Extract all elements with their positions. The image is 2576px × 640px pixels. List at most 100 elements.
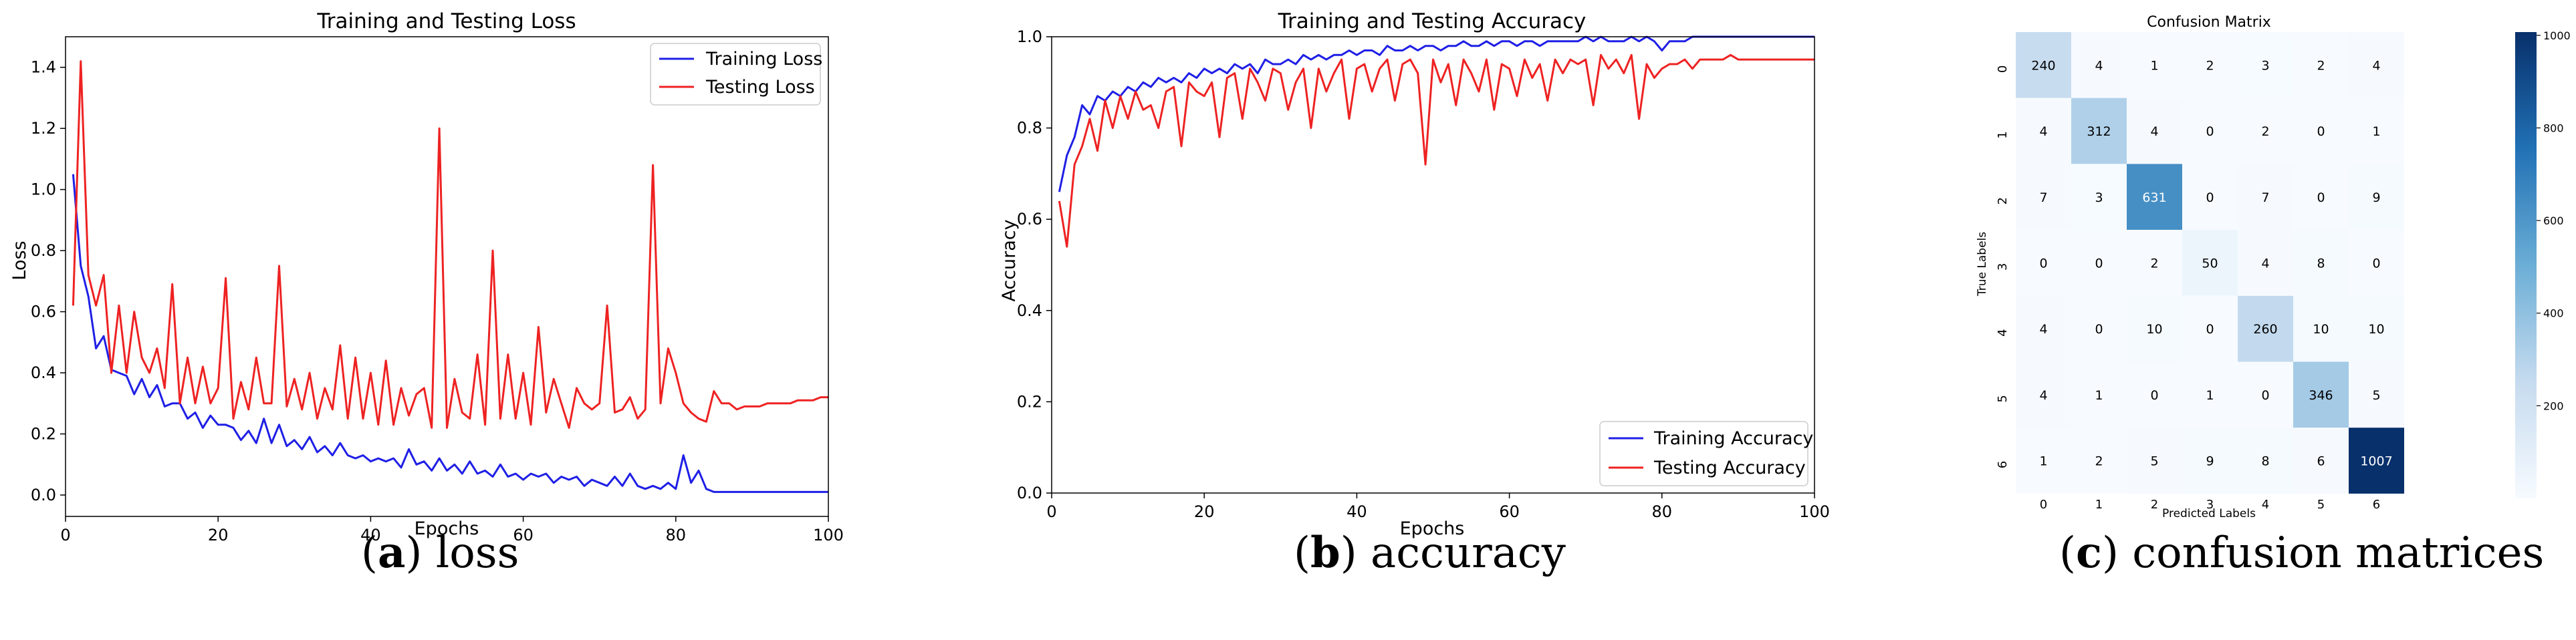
cm-cell-value: 4	[2261, 256, 2269, 271]
colorbar-tick-label: 1000	[2543, 29, 2571, 42]
loss-series-line-testing	[72, 60, 828, 429]
loss-chart: Training and Testing Loss Epochs Loss 0 2…	[9, 9, 844, 544]
caption-c-text: confusion matrices	[2118, 528, 2545, 578]
cm-cell-value: 4	[2150, 124, 2158, 139]
cm-cell	[2182, 32, 2238, 98]
cm-cell-value: 2	[2261, 124, 2269, 139]
accuracy-y-tick-label: 0.2	[1017, 392, 1042, 411]
cm-cell	[2293, 98, 2349, 164]
caption-a-text: loss	[422, 528, 519, 578]
cm-cell	[2293, 32, 2349, 98]
cm-cell-value: 10	[2368, 322, 2384, 337]
cm-cell-value: 0	[2206, 124, 2214, 139]
cm-cell-value: 240	[2031, 58, 2055, 73]
cm-cell-value: 0	[2206, 322, 2214, 337]
cm-cell-value: 8	[2261, 454, 2269, 469]
accuracy-x-tick-label: 60	[1499, 502, 1520, 521]
cm-cell	[2238, 164, 2293, 230]
accuracy-x-tick-label: 80	[1652, 502, 1673, 521]
accuracy-y-tick-label: 1.0	[1017, 27, 1042, 46]
cm-y-tick-label: 0	[1996, 65, 2010, 73]
cm-x-tick-label: 3	[2206, 498, 2214, 512]
accuracy-legend: Training Accuracy Testing Accuracy	[1599, 421, 1813, 486]
loss-y-tick-label: 1.2	[31, 119, 56, 138]
accuracy-y-tick-label: 0.8	[1017, 119, 1042, 138]
cm-cell-value: 5	[2372, 388, 2380, 403]
cm-cell	[2182, 98, 2238, 164]
cm-cell	[2071, 164, 2127, 230]
loss-x-tick-label: 0	[60, 526, 70, 544]
confusion-matrix-x-label: Predicted Labels	[2162, 507, 2256, 520]
cm-cell	[2238, 361, 2293, 428]
loss-series-line-training	[72, 174, 828, 493]
accuracy-x-tick-label: 20	[1194, 502, 1215, 521]
loss-y-tick-label: 0.4	[31, 363, 56, 382]
cm-cell	[2349, 295, 2404, 362]
accuracy-x-tick-label: 40	[1346, 502, 1367, 521]
loss-y-tick-label: 0.0	[31, 486, 56, 504]
loss-x-tick-label: 20	[208, 526, 229, 544]
cm-y-tick-label: 2	[1996, 197, 2010, 204]
cm-x-tick-label: 1	[2095, 498, 2103, 512]
accuracy-series-line-testing	[1058, 53, 1814, 248]
cm-cell	[2293, 164, 2349, 230]
cm-cell	[2071, 295, 2127, 362]
accuracy-plot-frame	[1051, 36, 1815, 494]
accuracy-chart-title: Training and Testing Accuracy	[1278, 9, 1587, 33]
accuracy-chart: Training and Testing Accuracy Epochs Acc…	[999, 9, 1830, 539]
confusion-matrix-y-label: True Labels	[1976, 232, 1989, 297]
cm-cell	[2127, 32, 2182, 98]
cm-cell-value: 0	[2317, 190, 2325, 205]
cm-x-tick-label: 5	[2317, 498, 2325, 512]
cm-cell-value: 1	[2372, 124, 2380, 139]
cm-cell	[2349, 32, 2404, 98]
cm-cell-value: 9	[2372, 190, 2380, 205]
cm-cell	[2016, 164, 2071, 230]
cm-cell	[2127, 98, 2182, 164]
colorbar-tick-label: 800	[2543, 122, 2564, 134]
cm-cell-value: 1007	[2360, 454, 2392, 469]
loss-chart-title: Training and Testing Loss	[316, 9, 576, 33]
loss-ticks: 0 20 40 60 80 100 0.0 0.2 0.4 0.6 0.8 1.0 1.2 1.4	[31, 58, 844, 544]
accuracy-legend-label-testing: Testing Accuracy	[1653, 458, 1806, 478]
cm-cell-value: 0	[2261, 388, 2269, 403]
cm-cell	[2349, 98, 2404, 164]
cm-cell-value: 4	[2039, 322, 2047, 337]
colorbar-tick-label: 600	[2543, 214, 2564, 227]
cm-cell-value: 0	[2317, 124, 2325, 139]
accuracy-x-tick-label: 0	[1046, 502, 1056, 521]
cm-cell	[2293, 230, 2349, 296]
cm-cell	[2293, 361, 2349, 428]
cm-cell	[2182, 295, 2238, 362]
cm-cell-value: 10	[2313, 322, 2329, 337]
loss-lines	[72, 60, 828, 493]
loss-x-tick-label: 80	[666, 526, 687, 544]
accuracy-legend-label-training: Training Accuracy	[1653, 428, 1813, 449]
cm-cell	[2238, 428, 2293, 494]
cm-cell-value: 1	[2150, 58, 2158, 73]
cm-cell-value: 260	[2253, 322, 2277, 337]
cm-cell	[2127, 361, 2182, 428]
accuracy-series-line-training	[1058, 35, 1814, 192]
accuracy-lines	[1058, 35, 1814, 248]
cm-cell-value: 2	[2150, 256, 2158, 271]
cm-x-tick-label: 2	[2151, 498, 2158, 512]
cm-x-tick-label: 0	[2040, 498, 2047, 512]
cm-cell-value: 0	[2206, 190, 2214, 205]
cm-cell	[2182, 361, 2238, 428]
cm-cell	[2016, 428, 2071, 494]
accuracy-ticks: 0 20 40 60 80 100 0.0 0.2 0.4 0.6 0.8 1.0	[1017, 27, 1830, 521]
accuracy-y-tick-label: 0.6	[1017, 210, 1042, 228]
confusion-matrix-colorbar	[2515, 32, 2537, 498]
cm-cell	[2349, 361, 2404, 428]
caption-c: (c) confusion matrices	[2059, 528, 2545, 578]
accuracy-y-axis-label: Accuracy	[999, 219, 1020, 301]
cm-cell-value: 7	[2261, 190, 2269, 205]
colorbar-ticks: 200 400 600 800 1000	[2537, 29, 2571, 412]
cm-cell	[2238, 295, 2293, 362]
cm-cell-value: 9	[2206, 454, 2214, 469]
cm-cell-value: 10	[2146, 322, 2162, 337]
loss-y-axis-label: Loss	[9, 241, 30, 280]
cm-cell	[2293, 295, 2349, 362]
